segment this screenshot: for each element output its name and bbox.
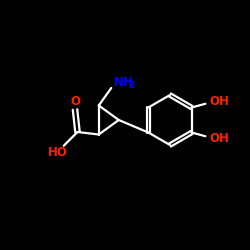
Text: OH: OH — [209, 95, 229, 108]
Text: O: O — [70, 95, 80, 108]
Text: OH: OH — [209, 132, 229, 145]
Text: HO: HO — [48, 146, 68, 158]
Text: 2: 2 — [128, 80, 134, 90]
Text: NH: NH — [114, 76, 134, 90]
